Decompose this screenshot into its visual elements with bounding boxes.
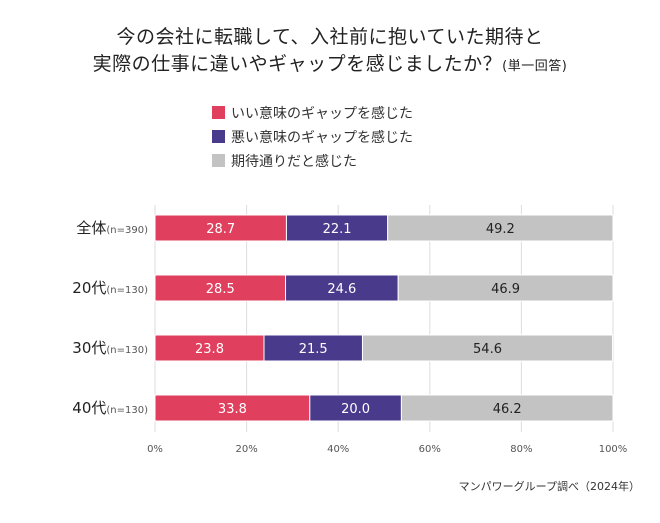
category-label: 全体(n=390)	[76, 219, 148, 237]
category-label: 20代(n=130)	[72, 279, 148, 297]
legend-swatch-3	[212, 154, 225, 167]
data-label: 24.6	[327, 282, 356, 297]
chart-title-note: (単一回答)	[502, 59, 568, 74]
x-tick-label: 0%	[147, 444, 163, 455]
legend-swatch-2	[212, 130, 225, 143]
data-label: 49.2	[486, 222, 515, 237]
category-name: 20代	[72, 279, 106, 297]
bar-segment	[154, 334, 265, 362]
x-tick-label: 100%	[599, 444, 628, 455]
bar-segment	[387, 214, 614, 242]
data-label: 28.5	[206, 282, 235, 297]
data-label: 23.8	[195, 342, 224, 357]
legend-swatch-1	[212, 106, 225, 119]
bar-segment	[154, 394, 311, 422]
data-label: 21.5	[299, 342, 328, 357]
x-tick-label: 20%	[235, 444, 257, 455]
data-label: 54.6	[473, 342, 502, 357]
category-name: 30代	[72, 339, 106, 357]
category-sample-size: (n=130)	[106, 345, 148, 356]
data-label: 20.0	[341, 402, 370, 417]
bar-segment	[285, 214, 389, 242]
data-label: 28.7	[206, 222, 235, 237]
legend-label-2: 悪い意味のギャップを感じた	[231, 129, 413, 146]
category-label: 40代(n=130)	[72, 399, 148, 417]
chart-title-line-2: 実際の仕事に違いやギャップを感じましたか？(単一回答)	[0, 51, 660, 80]
bar-segment	[400, 394, 614, 422]
legend-label-1: いい意味のギャップを感じた	[231, 105, 413, 122]
bar-segment	[154, 214, 287, 242]
bar-segment	[309, 394, 402, 422]
x-tick-label: 60%	[419, 444, 441, 455]
chart-title: 今の会社に転職して、入社前に抱いていた期待と 実際の仕事に違いやギャップを感じま…	[0, 24, 660, 80]
category-sample-size: (n=130)	[106, 285, 148, 296]
category-name: 全体	[76, 219, 106, 237]
x-tick-label: 40%	[327, 444, 349, 455]
category-label: 30代(n=130)	[72, 339, 148, 357]
chart-title-line-1: 今の会社に転職して、入社前に抱いていた期待と	[116, 26, 544, 48]
chart-title-line-2-text: 実際の仕事に違いやギャップを感じましたか？	[92, 53, 503, 75]
category-sample-size: (n=130)	[106, 405, 148, 416]
bar-segment	[397, 274, 614, 302]
data-label: 46.9	[491, 282, 520, 297]
source-note: マンパワーグループ調べ（2024年）	[458, 480, 640, 493]
bar-segment	[154, 274, 287, 302]
bar-segment	[285, 274, 399, 302]
category-sample-size: (n=390)	[106, 225, 148, 236]
data-label: 46.2	[493, 402, 522, 417]
data-label: 22.1	[323, 222, 352, 237]
x-tick-label: 80%	[510, 444, 532, 455]
bar-segment	[361, 334, 614, 362]
category-name: 40代	[72, 399, 106, 417]
legend-label-3: 期待通りだと感じた	[231, 153, 357, 170]
data-label: 33.8	[218, 402, 247, 417]
